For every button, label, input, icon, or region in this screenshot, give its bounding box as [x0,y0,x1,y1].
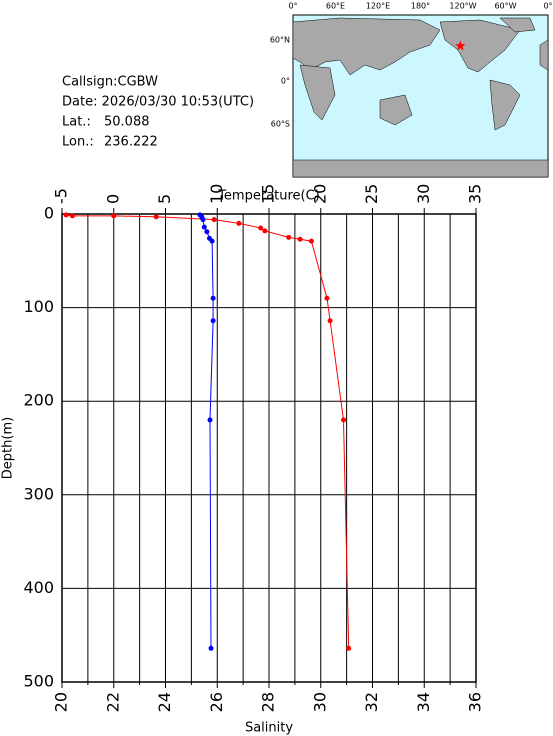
y-label: Depth(m) [1,417,16,479]
profile-point [210,295,216,301]
profile-point [209,238,215,244]
x2-label: Temperature(C) [217,189,320,204]
x-tick-label: 36 [466,692,485,712]
profile-point [308,238,314,244]
map-land [292,17,549,178]
x2-tick-label: 20 [310,184,329,204]
profile-point [297,236,303,242]
x2-tick-label: 0 [103,194,122,204]
profile-point [236,220,242,226]
map-lon-label: 120°E [366,2,390,11]
profile-point [286,234,292,240]
y-tick-label: 500 [23,672,54,691]
map-lon-label: 180° [411,2,430,11]
profile-point [324,295,330,301]
x-tick-label: 22 [103,692,122,712]
x-tick-label: 34 [414,692,433,712]
plot-frame [61,213,477,683]
map-lon-label: 0° [543,2,552,11]
x-tick-label: 28 [259,692,278,712]
profile-point [208,645,214,651]
lon-label: Lon.: [62,135,94,150]
y-tick-label: 200 [23,391,54,410]
profile-point [258,225,264,231]
callsign: Callsign:CGBW [62,75,158,90]
profile-point [207,417,213,423]
profile-line [66,214,350,649]
profile-point [210,318,216,324]
profile-point [327,318,333,324]
x2-tick-label: 35 [466,184,485,204]
lat: 50.088 [104,115,150,130]
map-lon-label: 120°W [449,2,476,11]
y-tick-label: 100 [23,297,54,316]
map [292,14,549,178]
profile-point [111,213,117,219]
map-lat-label: 60°S [271,120,290,129]
profile-point [204,229,210,235]
map-lon-label: 0° [288,2,297,11]
x-tick-label: 32 [362,692,381,712]
profile-point [211,217,217,223]
y-tick-label: 300 [23,484,54,503]
lat-label: Lat.: [62,115,91,130]
y-tick-label: 0 [44,204,54,223]
x2-tick-label: 5 [155,194,174,204]
x2-tick-label: 10 [207,184,226,204]
x2-tick-label: 15 [259,184,278,204]
profile-point [153,214,159,220]
x2-tick-label: -5 [52,188,71,204]
map-lat-label: 60°N [270,36,290,45]
profile-point [69,213,75,219]
y-tick-label: 400 [23,578,54,597]
map-lon-label: 60°W [494,2,516,11]
profile-point [200,217,206,223]
x-label: Salinity [245,721,293,736]
x-tick-label: 20 [52,692,71,712]
x-tick-label: 24 [155,692,174,712]
map-lon-label: 60°E [326,2,345,11]
x-tick-label: 26 [207,692,226,712]
lon: 236.222 [104,135,158,150]
date: Date: 2026/03/30 10:53(UTC) [62,95,254,110]
profile-point [63,212,69,218]
profile-point [262,228,268,234]
x2-tick-label: 30 [414,184,433,204]
location-star [455,40,466,51]
x2-tick-label: 25 [362,184,381,204]
map-lat-label: 0° [281,77,290,86]
profile-line [199,214,214,649]
x-tick-label: 30 [310,692,329,712]
profile-point [341,417,347,423]
profile-point [201,224,207,230]
profile-point [346,645,352,651]
